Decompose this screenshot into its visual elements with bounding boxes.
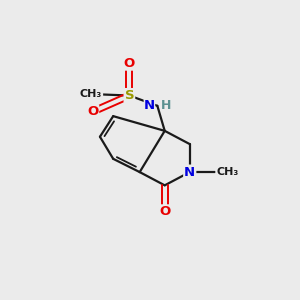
Text: CH₃: CH₃ [80, 89, 102, 99]
Text: O: O [159, 205, 170, 218]
Text: O: O [124, 57, 135, 70]
Text: N: N [144, 99, 155, 112]
Text: H: H [161, 99, 172, 112]
Text: N: N [184, 166, 195, 178]
Text: S: S [124, 89, 134, 102]
Text: CH₃: CH₃ [216, 167, 238, 177]
Text: O: O [87, 105, 98, 118]
